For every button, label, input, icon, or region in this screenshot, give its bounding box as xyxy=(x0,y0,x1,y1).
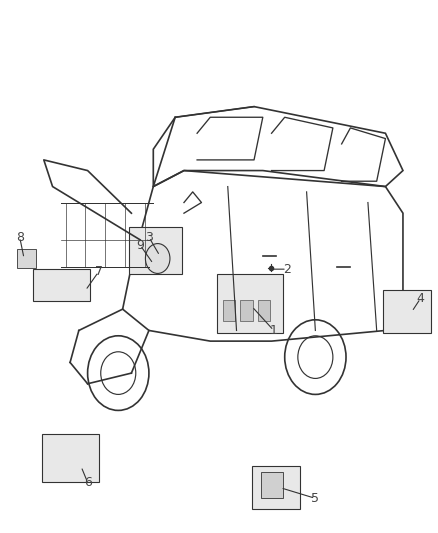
FancyBboxPatch shape xyxy=(129,227,182,274)
Text: 2: 2 xyxy=(283,263,291,276)
Text: 1: 1 xyxy=(270,324,278,337)
Text: 3: 3 xyxy=(145,231,153,244)
Text: 7: 7 xyxy=(95,265,102,278)
FancyBboxPatch shape xyxy=(17,249,36,268)
Text: 5: 5 xyxy=(311,492,319,505)
FancyBboxPatch shape xyxy=(223,300,235,321)
Circle shape xyxy=(145,244,170,273)
Text: 9: 9 xyxy=(136,239,144,252)
Text: 8: 8 xyxy=(16,231,24,244)
FancyBboxPatch shape xyxy=(217,274,283,333)
Text: 6: 6 xyxy=(84,476,92,489)
FancyBboxPatch shape xyxy=(252,466,300,509)
FancyBboxPatch shape xyxy=(33,269,90,301)
FancyBboxPatch shape xyxy=(383,290,431,333)
Text: 4: 4 xyxy=(417,292,424,305)
FancyBboxPatch shape xyxy=(258,300,270,321)
FancyBboxPatch shape xyxy=(261,472,283,498)
FancyBboxPatch shape xyxy=(42,434,99,482)
FancyBboxPatch shape xyxy=(240,300,253,321)
